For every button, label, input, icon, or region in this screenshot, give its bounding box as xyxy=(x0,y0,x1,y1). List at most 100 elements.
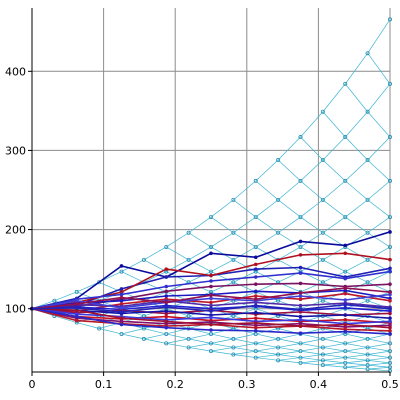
series-point xyxy=(164,267,169,271)
lattice-node xyxy=(276,336,281,341)
series-point xyxy=(298,253,303,257)
lattice-node xyxy=(52,298,57,303)
lattice-edge xyxy=(300,246,324,261)
lattice-edge xyxy=(322,159,346,182)
lattice-node xyxy=(343,349,348,354)
series-point xyxy=(209,303,213,308)
series-point xyxy=(343,317,348,322)
lattice-edge xyxy=(300,347,323,352)
lattice-edge xyxy=(322,333,346,340)
lattice-edge xyxy=(322,308,346,317)
lattice-edge xyxy=(300,180,324,201)
lattice-edge xyxy=(278,359,301,364)
lattice-edge xyxy=(322,354,346,358)
lattice-edge xyxy=(210,216,234,234)
series-point xyxy=(343,306,348,310)
lattice-edge xyxy=(54,315,77,323)
lattice-edge xyxy=(345,281,368,293)
lattice-node xyxy=(208,331,213,336)
lattice-node xyxy=(343,81,348,86)
lattice-node xyxy=(365,363,370,368)
lattice-edge xyxy=(345,357,368,361)
lattice-node xyxy=(97,326,102,331)
lattice-edge xyxy=(345,338,368,344)
lattice-edge xyxy=(277,180,301,201)
lattice-edge xyxy=(188,271,212,283)
lattice-edge xyxy=(300,359,323,364)
lattice-edge xyxy=(322,83,346,112)
lattice-node xyxy=(253,349,258,354)
lattice-node xyxy=(141,257,146,262)
lattice-edge xyxy=(345,259,368,272)
lattice-edge xyxy=(255,180,279,201)
lattice-node xyxy=(186,257,191,262)
lattice-edge xyxy=(188,246,212,261)
lattice-edge xyxy=(277,136,301,161)
series-point xyxy=(164,309,169,313)
lattice-node xyxy=(365,345,370,350)
lattice-edge xyxy=(255,333,279,340)
lattice-edge xyxy=(210,232,234,248)
lattice-edge xyxy=(322,136,346,161)
lattice-node xyxy=(343,341,348,346)
lattice-edge xyxy=(345,246,368,261)
series-point xyxy=(298,294,303,298)
lattice-edge xyxy=(233,199,256,218)
series-point xyxy=(388,332,392,336)
series-point xyxy=(253,275,258,279)
lattice-edge xyxy=(210,246,234,261)
lattice-node xyxy=(164,244,169,249)
lattice-edge xyxy=(188,232,212,248)
lattice-node xyxy=(164,331,169,336)
lattice-edge xyxy=(322,180,346,201)
lattice-node xyxy=(253,215,258,220)
lattice-node xyxy=(320,345,325,350)
lattice-node xyxy=(343,365,348,370)
series-point xyxy=(298,239,303,244)
lattice-node xyxy=(365,109,370,114)
lattice-edge xyxy=(99,328,122,335)
lattice-edge xyxy=(345,366,368,370)
lattice-node xyxy=(141,336,146,341)
lattice-node xyxy=(365,51,370,56)
series-point xyxy=(298,281,303,286)
lattice-node xyxy=(365,367,370,372)
series-point xyxy=(253,262,258,267)
lattice-node xyxy=(387,341,392,346)
y-tick-label: 300 xyxy=(5,144,26,157)
series-point xyxy=(209,315,213,320)
series-point xyxy=(209,309,213,313)
series-point xyxy=(119,292,124,297)
lattice-node xyxy=(365,352,370,357)
lattice-edge xyxy=(367,359,391,364)
lattice-node xyxy=(320,280,325,285)
lattice-edge xyxy=(300,350,323,355)
lattice-edge xyxy=(188,338,212,344)
lattice-edge xyxy=(367,180,391,201)
series-point xyxy=(253,255,258,260)
lattice-node xyxy=(231,345,236,350)
series-point xyxy=(119,298,124,303)
lattice-edge xyxy=(278,338,301,344)
y-ticks: 100 200 300 400 xyxy=(5,65,32,316)
lattice-edge xyxy=(367,366,391,370)
lattice-edge xyxy=(322,362,346,366)
lattice-edge xyxy=(322,364,346,368)
lattice-edge xyxy=(345,350,368,355)
x-tick-label: 0.3 xyxy=(238,378,256,391)
lattice-edge xyxy=(345,180,368,201)
lattice-edge xyxy=(300,232,324,248)
lattice-node xyxy=(231,280,236,285)
lattice-edge xyxy=(278,357,301,361)
lattice-edge xyxy=(210,199,234,218)
lattice-edge xyxy=(233,333,256,340)
lattice-node xyxy=(231,197,236,202)
series-point xyxy=(343,251,348,256)
lattice-node xyxy=(231,257,236,262)
lattice-node xyxy=(343,135,348,140)
lattice-edge xyxy=(367,333,391,340)
series-point xyxy=(253,297,258,302)
y-tick-label: 400 xyxy=(5,65,26,78)
x-tick-label: 0.4 xyxy=(310,378,328,391)
axes xyxy=(31,8,390,373)
